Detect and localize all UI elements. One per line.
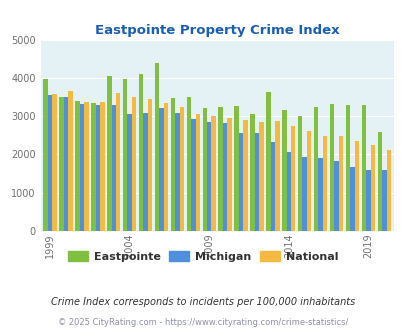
Bar — [48, 95, 52, 231]
Bar — [154, 63, 159, 231]
Bar — [68, 91, 72, 231]
Bar — [322, 136, 326, 231]
Bar — [370, 145, 374, 231]
Bar — [318, 158, 322, 231]
Bar — [43, 79, 48, 231]
Bar — [179, 107, 183, 231]
Bar — [123, 80, 127, 231]
Bar — [79, 104, 84, 231]
Bar — [286, 152, 290, 231]
Bar — [91, 103, 96, 231]
Bar — [186, 97, 191, 231]
Bar — [350, 167, 354, 231]
Bar — [222, 123, 227, 231]
Bar — [338, 136, 342, 231]
Bar — [227, 118, 231, 231]
Bar — [313, 107, 318, 231]
Bar — [132, 97, 136, 231]
Text: © 2025 CityRating.com - https://www.cityrating.com/crime-statistics/: © 2025 CityRating.com - https://www.city… — [58, 318, 347, 327]
Bar — [386, 150, 390, 231]
Bar — [254, 133, 258, 231]
Bar — [275, 121, 279, 231]
Bar — [175, 113, 179, 231]
Bar — [96, 105, 100, 231]
Bar — [211, 116, 215, 231]
Bar — [270, 142, 275, 231]
Bar — [218, 107, 222, 231]
Bar — [127, 114, 132, 231]
Bar — [171, 98, 175, 231]
Bar — [52, 94, 57, 231]
Bar — [266, 92, 270, 231]
Bar — [195, 114, 200, 231]
Bar — [234, 106, 238, 231]
Bar — [238, 133, 243, 231]
Bar — [243, 120, 247, 231]
Bar — [159, 108, 163, 231]
Bar — [302, 157, 306, 231]
Bar — [100, 102, 104, 231]
Bar — [163, 103, 168, 231]
Bar — [75, 101, 79, 231]
Bar — [202, 108, 207, 231]
Text: Crime Index corresponds to incidents per 100,000 inhabitants: Crime Index corresponds to incidents per… — [51, 297, 354, 307]
Legend: Eastpointe, Michigan, National: Eastpointe, Michigan, National — [63, 247, 342, 267]
Bar — [107, 76, 111, 231]
Bar — [258, 121, 263, 231]
Bar — [290, 126, 295, 231]
Bar — [333, 161, 338, 231]
Bar — [84, 102, 88, 231]
Bar — [381, 170, 386, 231]
Bar — [306, 131, 311, 231]
Bar — [111, 106, 116, 231]
Title: Eastpointe Property Crime Index: Eastpointe Property Crime Index — [95, 24, 339, 37]
Bar — [297, 116, 302, 231]
Bar — [207, 122, 211, 231]
Bar — [143, 113, 147, 231]
Bar — [116, 93, 120, 231]
Bar — [147, 99, 152, 231]
Bar — [361, 105, 365, 231]
Bar — [345, 105, 350, 231]
Bar — [377, 132, 381, 231]
Bar — [59, 97, 64, 231]
Bar — [281, 111, 286, 231]
Bar — [354, 141, 358, 231]
Bar — [250, 114, 254, 231]
Bar — [64, 97, 68, 231]
Bar — [365, 170, 370, 231]
Bar — [191, 119, 195, 231]
Bar — [329, 104, 333, 231]
Bar — [139, 74, 143, 231]
